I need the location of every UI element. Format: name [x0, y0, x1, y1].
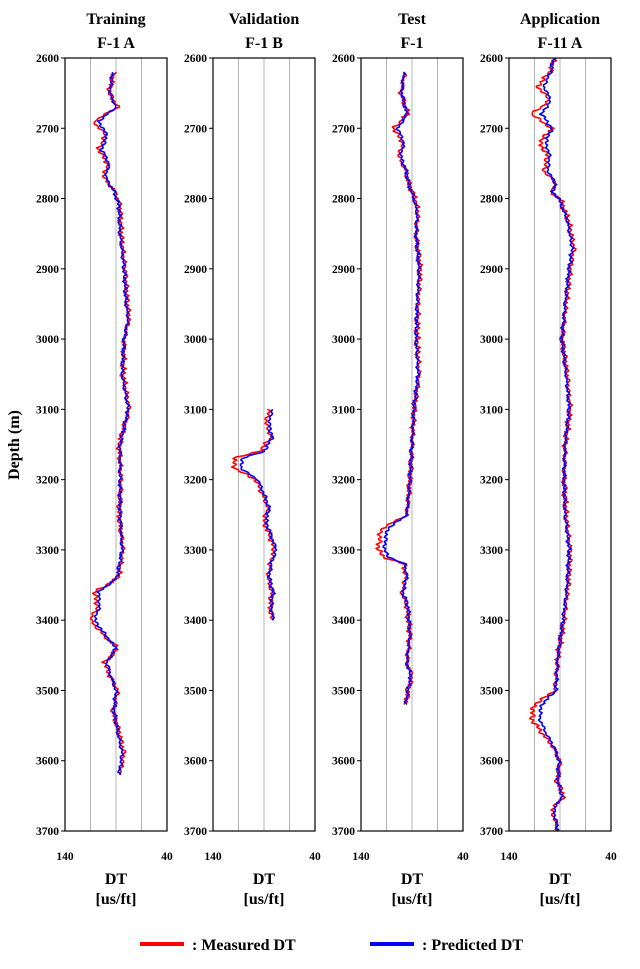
y-tick-label: 2900	[36, 264, 59, 276]
y-tick-label: 3300	[480, 545, 503, 557]
x-axis-unit: [us/ft]	[392, 891, 433, 908]
y-tick-label: 3500	[480, 685, 503, 697]
predicted-dt-curve	[382, 71, 422, 705]
panel-subtitle: F-1	[400, 35, 423, 52]
y-tick-label: 3600	[332, 756, 355, 768]
panels: Training F-1 A 2600 2700 2800 2900 3000 3100 320…	[36, 11, 617, 908]
predicted-dt-curve	[239, 408, 278, 621]
measured-dt-curve	[528, 57, 577, 832]
panel-title: Training	[86, 11, 145, 28]
x-axis-unit: [us/ft]	[540, 891, 581, 908]
panel-training: Training F-1 A 2600 2700 2800 2900 3000 3100 320…	[36, 11, 173, 908]
x-axis-label: DT	[401, 871, 424, 888]
y-tick-label: 2900	[184, 264, 207, 276]
y-tick-label: 2900	[480, 264, 503, 276]
panel-frame	[360, 57, 464, 832]
y-tick-label: 3000	[480, 334, 503, 346]
y-tick-label: 2900	[332, 264, 355, 276]
y-tick-label: 3600	[184, 756, 207, 768]
panel-frame	[508, 57, 612, 832]
x-tick-label: 140	[56, 851, 74, 863]
x-axis-label: DT	[105, 871, 128, 888]
x-tick-label: 40	[161, 851, 173, 863]
y-tick-label: 3000	[184, 334, 207, 346]
legend: : Measured DT : Predicted DT	[140, 937, 523, 954]
y-tick-label: 2700	[184, 123, 207, 135]
y-tick-label: 3100	[480, 404, 503, 416]
x-axis-unit: [us/ft]	[244, 891, 285, 908]
predicted-dt-curve	[93, 72, 131, 775]
y-tick-label: 3100	[36, 404, 59, 416]
panel-title: Test	[398, 11, 427, 28]
panel-validation: Validation F-1 B 2600 2700 2800 2900 3000 3100 3…	[184, 11, 321, 908]
panel-frame	[64, 57, 168, 832]
y-tick-label: 3000	[332, 334, 355, 346]
y-tick-label: 3500	[332, 685, 355, 697]
y-tick-label: 2800	[332, 194, 355, 206]
panel-frame	[212, 57, 316, 832]
y-tick-label: 2600	[36, 53, 59, 65]
y-tick-label: 2600	[184, 53, 207, 65]
y-tick-label: 3700	[480, 826, 503, 838]
y-tick-label: 3500	[36, 685, 59, 697]
y-tick-label: 3200	[36, 475, 59, 487]
y-tick-label: 2800	[480, 194, 503, 206]
panel-title: Validation	[229, 11, 300, 28]
y-tick-label: 2700	[480, 123, 503, 135]
y-tick-label: 2800	[36, 194, 59, 206]
panel-subtitle: F-1 A	[97, 35, 135, 52]
legend-measured-label: : Measured DT	[192, 937, 296, 954]
y-tick-label: 2600	[480, 53, 503, 65]
y-tick-label: 3600	[480, 756, 503, 768]
y-tick-label: 3400	[184, 615, 207, 627]
y-tick-label: 3200	[480, 475, 503, 487]
y-tick-label: 3700	[184, 826, 207, 838]
y-tick-label: 3400	[480, 615, 503, 627]
panel-subtitle: F-1 B	[245, 35, 283, 52]
panel-title: Application	[520, 11, 600, 28]
y-tick-label: 3600	[36, 756, 59, 768]
y-tick-label: 3200	[332, 475, 355, 487]
y-tick-label: 3700	[332, 826, 355, 838]
x-axis-label: DT	[549, 871, 572, 888]
y-axis-label: Depth (m)	[6, 410, 23, 480]
panel-test: Test F-1 2600 2700 2800 2900 3000 3100 3200 3300 3…	[332, 11, 469, 908]
x-tick-label: 140	[204, 851, 222, 863]
predicted-dt-curve	[537, 57, 575, 832]
y-tick-label: 2600	[332, 53, 355, 65]
y-tick-label: 2700	[332, 123, 355, 135]
x-tick-label: 40	[309, 851, 321, 863]
y-tick-label: 3000	[36, 334, 59, 346]
y-tick-label: 3100	[184, 404, 207, 416]
y-tick-label: 3400	[332, 615, 355, 627]
x-axis-label: DT	[253, 871, 276, 888]
legend-predicted-label: : Predicted DT	[422, 937, 523, 954]
y-tick-label: 3200	[184, 475, 207, 487]
panel-application: Application F-11 A 2600 2700 2800 2900 3000 310…	[480, 11, 617, 908]
y-tick-label: 3400	[36, 615, 59, 627]
x-tick-label: 140	[500, 851, 518, 863]
y-tick-label: 3300	[36, 545, 59, 557]
measured-dt-curve	[231, 408, 277, 621]
x-tick-label: 40	[457, 851, 469, 863]
y-tick-label: 3500	[184, 685, 207, 697]
y-tick-label: 3300	[332, 545, 355, 557]
x-tick-label: 140	[352, 851, 370, 863]
y-tick-label: 2700	[36, 123, 59, 135]
y-tick-label: 2800	[184, 194, 207, 206]
y-tick-label: 3300	[184, 545, 207, 557]
y-tick-label: 3700	[36, 826, 59, 838]
x-axis-unit: [us/ft]	[96, 891, 137, 908]
panel-subtitle: F-11 A	[538, 35, 583, 52]
y-tick-label: 3100	[332, 404, 355, 416]
x-tick-label: 40	[605, 851, 617, 863]
